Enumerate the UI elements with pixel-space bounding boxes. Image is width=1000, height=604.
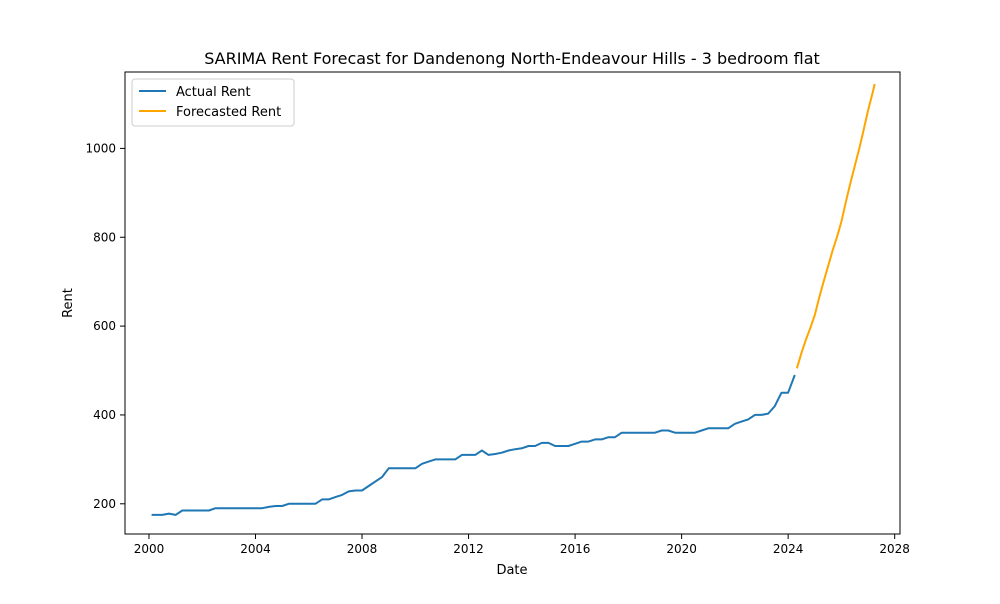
legend-frame — [131, 78, 295, 127]
x-tick-label: 2016 — [560, 542, 591, 556]
x-tick-label: 2000 — [134, 542, 165, 556]
x-tick-label: 2020 — [666, 542, 697, 556]
series-layer — [151, 83, 876, 516]
x-tick-label: 2012 — [453, 542, 484, 556]
x-tick-label: 2008 — [347, 542, 378, 556]
x-axis-label: Date — [496, 563, 527, 578]
series-line-actual-rent — [151, 374, 796, 516]
y-tick-label: 600 — [93, 319, 116, 333]
x-axis: 2000 2004 2008 2012 2016 2020 2024 2028 — [134, 534, 910, 556]
x-tick-label: 2004 — [240, 542, 271, 556]
legend: Actual Rent Forecasted Rent — [131, 78, 295, 127]
legend-label-forecasted-rent: Forecasted Rent — [176, 105, 281, 120]
plot-area — [124, 71, 901, 535]
legend-label-actual-rent: Actual Rent — [176, 85, 251, 100]
series-line-forecasted-rent — [795, 83, 876, 369]
y-axis-label: Rent — [61, 288, 76, 318]
y-tick-label: 1000 — [85, 141, 116, 155]
y-axis: 200 400 600 800 1000 — [85, 141, 125, 511]
x-tick-label: 2028 — [879, 542, 910, 556]
y-tick-label: 400 — [93, 408, 116, 422]
x-tick-label: 2024 — [773, 542, 804, 556]
y-tick-label: 200 — [93, 497, 116, 511]
y-tick-label: 800 — [93, 230, 116, 244]
chart-title: SARIMA Rent Forecast for Dandenong North… — [204, 49, 820, 68]
